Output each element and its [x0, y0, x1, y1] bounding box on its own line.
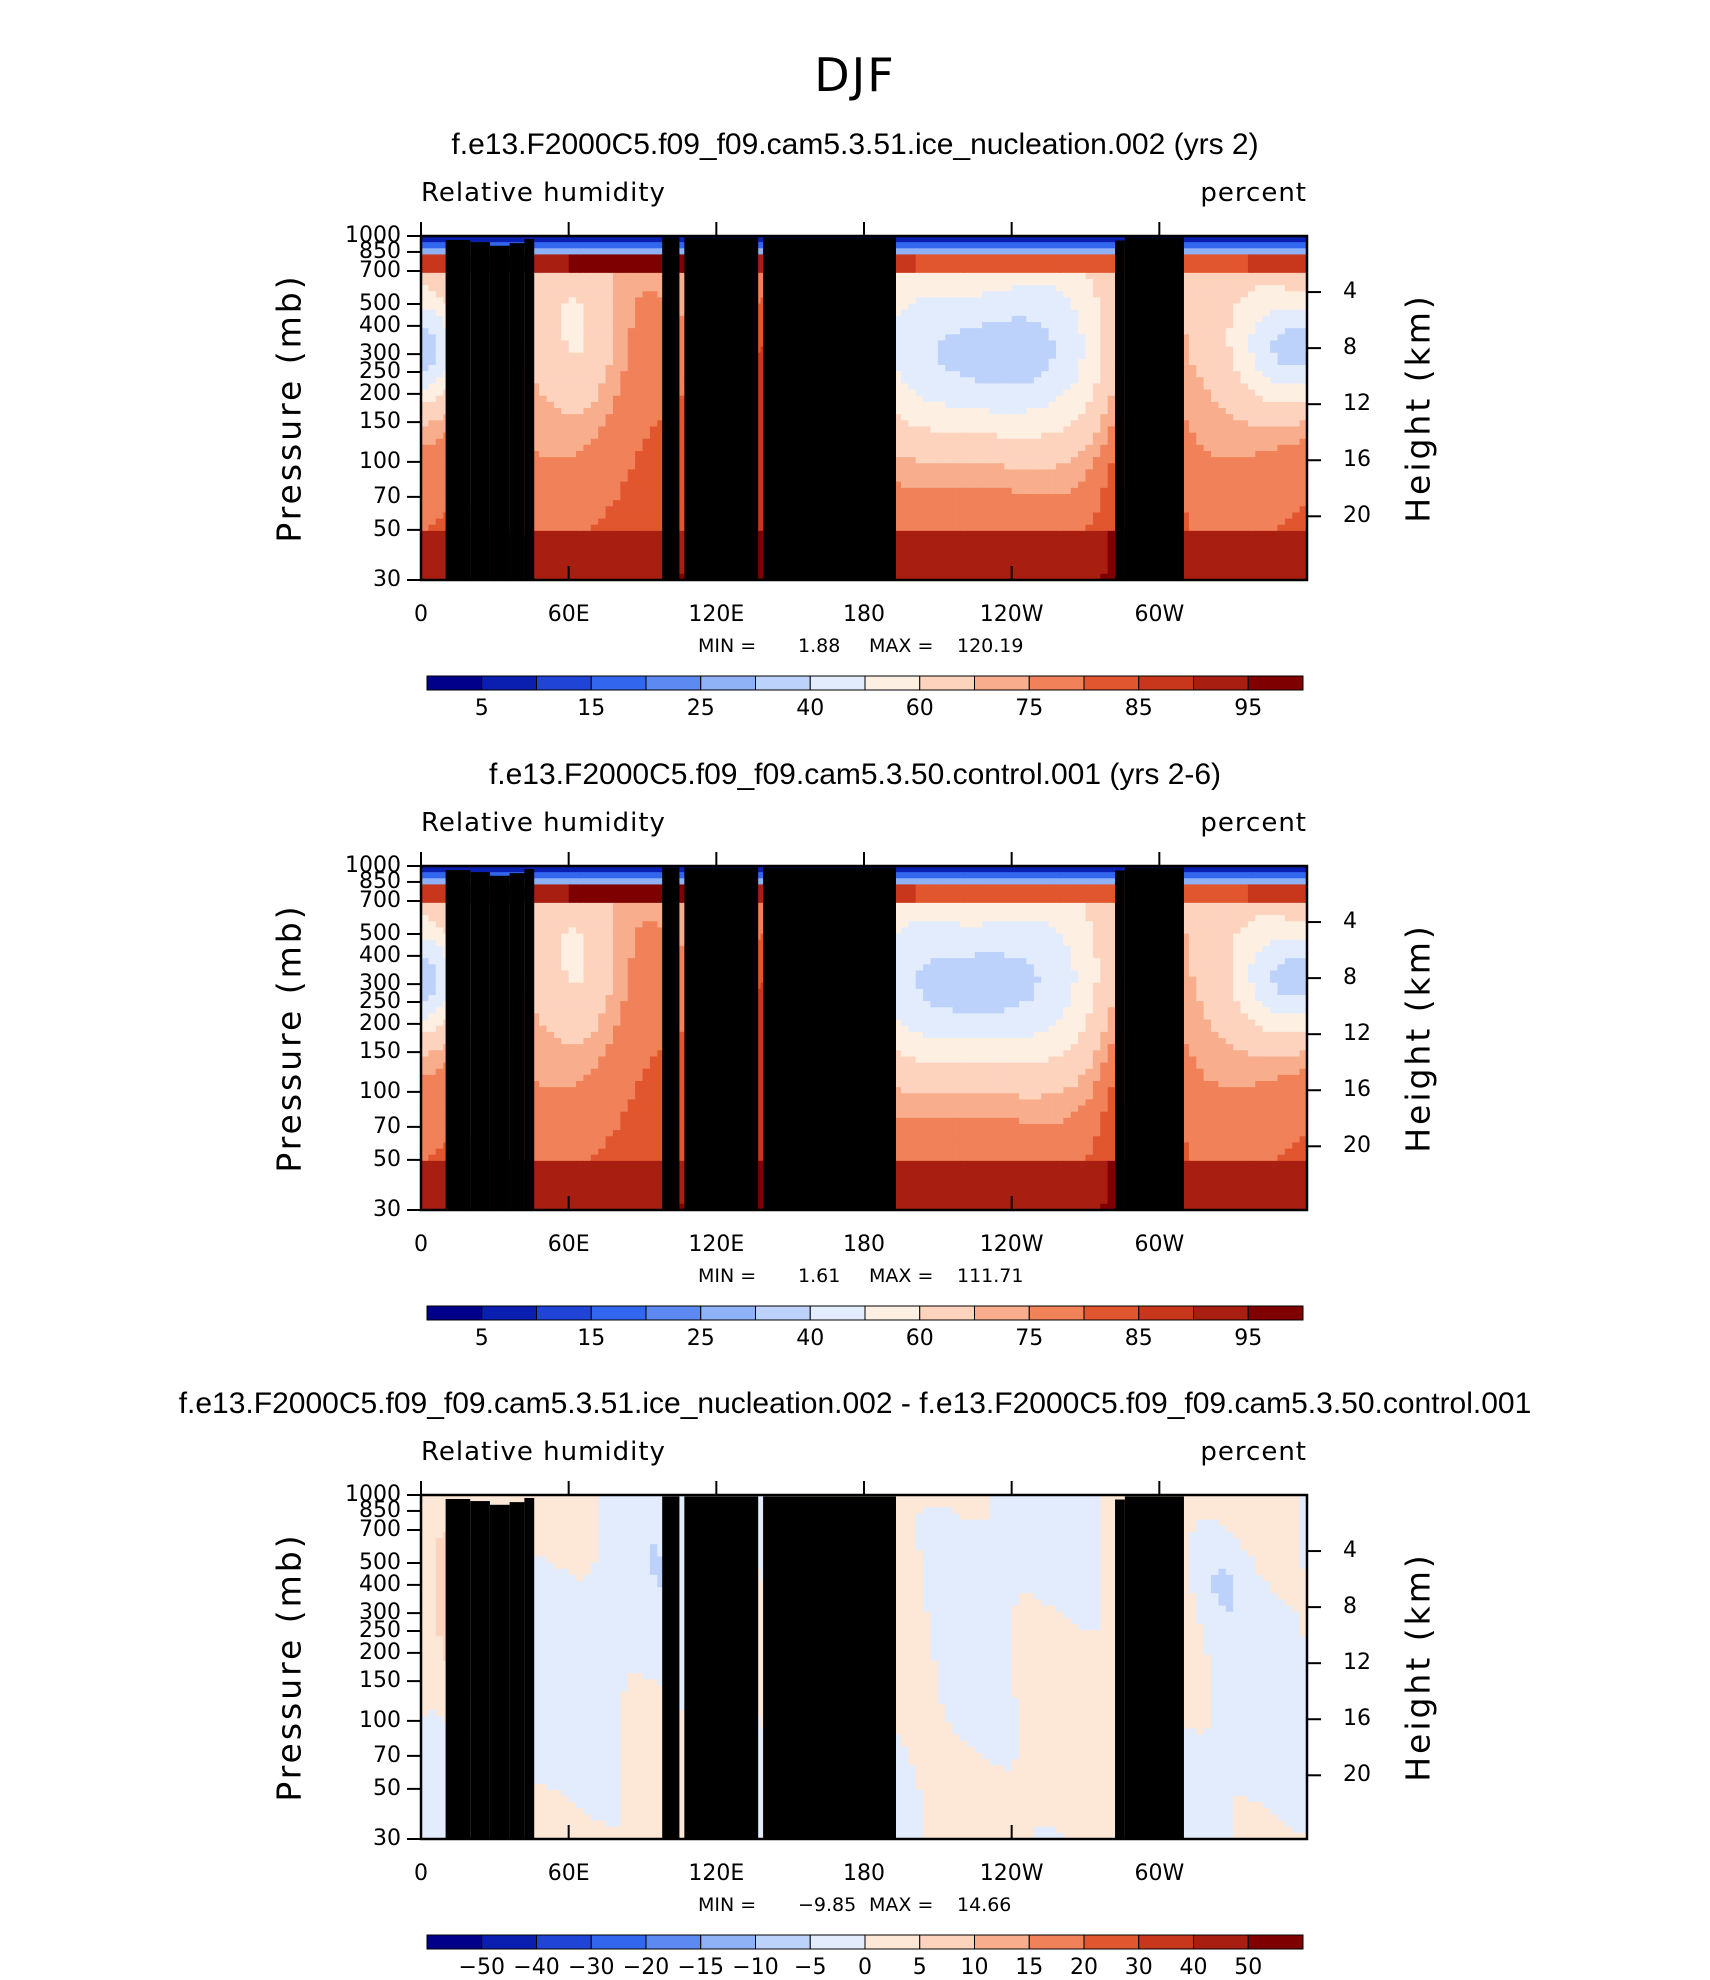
- min-value: 1.88: [798, 635, 840, 657]
- max-label: MAX =: [869, 1894, 933, 1916]
- y-tick-label: 50: [373, 1147, 401, 1172]
- x-tick-label: 120E: [676, 1232, 756, 1257]
- x-tick-label: 120E: [676, 602, 756, 627]
- max-value: 111.71: [957, 1265, 1023, 1287]
- min-label: MIN =: [698, 1894, 756, 1916]
- y-tick-label: 30: [373, 567, 401, 592]
- height-tick-label: 20: [1343, 503, 1371, 528]
- y-tick-label: 100: [359, 1708, 401, 1733]
- x-tick-label: 120E: [676, 1861, 756, 1886]
- y-axis-title: Pressure (mb): [270, 273, 309, 542]
- x-tick-label: 0: [381, 1232, 461, 1257]
- min-value: −9.85: [798, 1894, 856, 1916]
- y-tick-label: 150: [359, 1668, 401, 1693]
- y-tick-label: 150: [359, 1039, 401, 1064]
- x-tick-label: 180: [824, 602, 904, 627]
- x-tick-label: 180: [824, 1232, 904, 1257]
- y-tick-label: 1000: [345, 853, 401, 878]
- y-tick-label: 300: [359, 971, 401, 996]
- y-axis-title-right: Height (km): [1399, 923, 1438, 1153]
- panel-svg: [0, 1299, 1710, 1939]
- y-tick-label: 200: [359, 1011, 401, 1036]
- y-tick-label: 300: [359, 1600, 401, 1625]
- height-tick-label: 4: [1343, 1538, 1357, 1563]
- y-tick-label: 100: [359, 449, 401, 474]
- y-tick-label: 30: [373, 1826, 401, 1851]
- y-tick-label: 400: [359, 943, 401, 968]
- y-tick-label: 70: [373, 484, 401, 509]
- x-tick-label: 60E: [529, 1232, 609, 1257]
- x-tick-label: 60W: [1119, 1861, 1199, 1886]
- y-tick-label: 50: [373, 1776, 401, 1801]
- y-tick-label: 100: [359, 1079, 401, 1104]
- height-tick-label: 12: [1343, 1650, 1371, 1675]
- x-tick-label: 60E: [529, 1861, 609, 1886]
- height-tick-label: 20: [1343, 1133, 1371, 1158]
- y-axis-title-right: Height (km): [1399, 1552, 1438, 1782]
- panel-svg: [0, 40, 1710, 680]
- x-tick-label: 0: [381, 1861, 461, 1886]
- height-tick-label: 12: [1343, 1021, 1371, 1046]
- y-axis-title-right: Height (km): [1399, 293, 1438, 523]
- x-tick-label: 120W: [972, 1232, 1052, 1257]
- colorbar: [427, 1935, 1303, 1949]
- panel-svg: [0, 670, 1710, 1310]
- y-tick-label: 70: [373, 1743, 401, 1768]
- y-tick-label: 150: [359, 409, 401, 434]
- height-tick-label: 4: [1343, 279, 1357, 304]
- y-tick-label: 1000: [345, 1482, 401, 1507]
- height-tick-label: 4: [1343, 909, 1357, 934]
- height-tick-label: 8: [1343, 335, 1357, 360]
- y-axis-title: Pressure (mb): [270, 903, 309, 1172]
- max-value: 14.66: [957, 1894, 1011, 1916]
- y-tick-label: 50: [373, 517, 401, 542]
- min-label: MIN =: [698, 1265, 756, 1287]
- height-tick-label: 16: [1343, 447, 1371, 472]
- y-tick-label: 200: [359, 1640, 401, 1665]
- min-label: MIN =: [698, 635, 756, 657]
- y-tick-label: 500: [359, 1550, 401, 1575]
- max-label: MAX =: [869, 635, 933, 657]
- y-tick-label: 500: [359, 291, 401, 316]
- height-tick-label: 8: [1343, 1594, 1357, 1619]
- height-tick-label: 8: [1343, 965, 1357, 990]
- y-axis-title: Pressure (mb): [270, 1532, 309, 1801]
- y-tick-label: 30: [373, 1197, 401, 1222]
- x-tick-label: 60E: [529, 602, 609, 627]
- height-tick-label: 20: [1343, 1762, 1371, 1787]
- x-tick-label: 60W: [1119, 602, 1199, 627]
- y-tick-label: 400: [359, 1572, 401, 1597]
- min-value: 1.61: [798, 1265, 840, 1287]
- y-tick-label: 200: [359, 381, 401, 406]
- y-tick-label: 300: [359, 341, 401, 366]
- x-tick-label: 120W: [972, 1861, 1052, 1886]
- height-tick-label: 16: [1343, 1706, 1371, 1731]
- y-tick-label: 70: [373, 1114, 401, 1139]
- max-value: 120.19: [957, 635, 1023, 657]
- x-tick-label: 120W: [972, 602, 1052, 627]
- y-tick-label: 1000: [345, 223, 401, 248]
- y-tick-label: 400: [359, 313, 401, 338]
- y-tick-label: 500: [359, 921, 401, 946]
- max-label: MAX =: [869, 1265, 933, 1287]
- height-tick-label: 12: [1343, 391, 1371, 416]
- height-tick-label: 16: [1343, 1077, 1371, 1102]
- x-tick-label: 60W: [1119, 1232, 1199, 1257]
- x-tick-label: 0: [381, 602, 461, 627]
- x-tick-label: 180: [824, 1861, 904, 1886]
